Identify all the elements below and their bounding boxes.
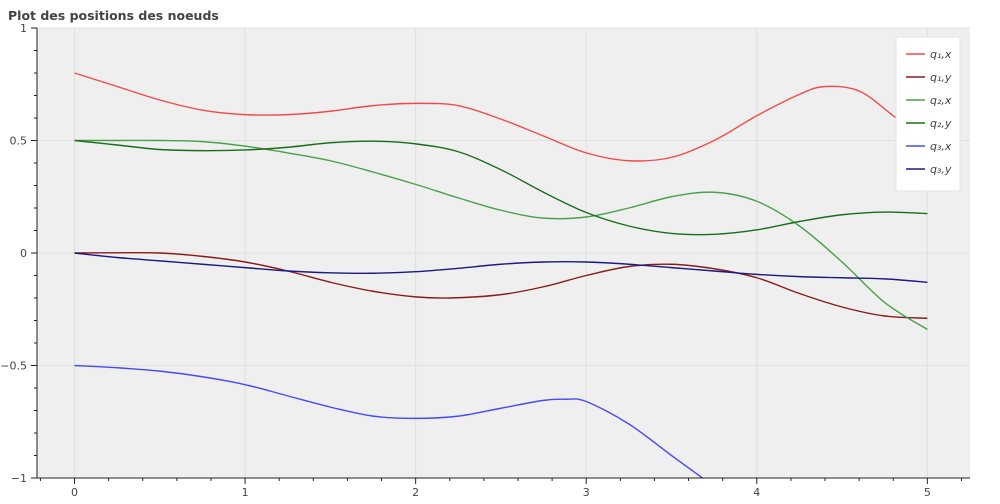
x-tick-label: 5 [924,486,931,499]
legend-label: q₃,x [930,140,952,153]
y-tick-label: 0.5 [10,135,28,148]
y-tick-label: 1 [20,22,27,35]
series-line-3 [74,139,928,331]
legend-label: q₂,x [930,94,952,107]
legend-box [895,36,961,192]
x-tick-label: 1 [242,486,249,499]
legend-label: q₁,x [930,48,952,61]
series-line-6 [74,252,928,283]
x-tick-label: 0 [71,486,78,499]
legend: q₁,x q₁,y q₂,x q₂,y q₃,x q₃,y [895,36,961,192]
legend-label: q₂,y [930,117,952,130]
legend-label: q₃,y [930,163,952,176]
series-line-4 [74,139,928,236]
y-tick-label: 0 [20,247,27,260]
series-line-2 [74,251,928,319]
x-tick-label: 4 [753,486,760,499]
series-line-5 [74,364,704,478]
x-tick-label: 2 [412,486,419,499]
legend-label: q₁,y [930,71,952,84]
x-tick-label: 3 [583,486,590,499]
series-lines [74,72,928,478]
axes: 0 1 2 3 4 5 1 0.5 0 −0.5 −1 [0,22,970,499]
series-line-1 [74,72,928,162]
y-tick-label: −0.5 [0,360,27,373]
y-tick-label: −1 [11,472,27,485]
chart-title: Plot des positions des noeuds [8,8,219,23]
